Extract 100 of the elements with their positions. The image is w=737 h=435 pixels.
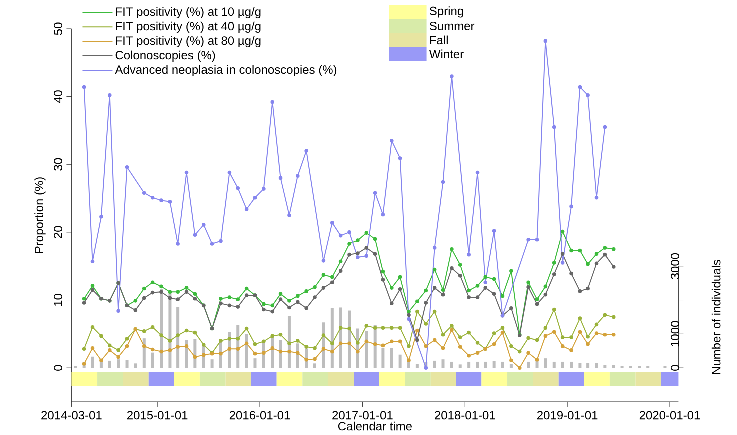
legend-label: Colonoscopies (%) — [116, 50, 216, 62]
point — [270, 100, 275, 104]
point — [184, 170, 189, 175]
bar — [476, 362, 480, 368]
bar — [91, 356, 94, 368]
bar — [544, 358, 548, 368]
point — [467, 252, 471, 257]
point — [570, 204, 574, 209]
x-tick-label: 2018-01-01 — [435, 411, 496, 420]
x-tick-label: 2019-01-01 — [537, 411, 598, 420]
point — [125, 165, 130, 170]
point — [578, 85, 582, 90]
point — [150, 196, 155, 200]
point — [450, 74, 454, 78]
point — [552, 125, 556, 130]
bar — [552, 362, 556, 368]
bar — [314, 364, 317, 368]
bar — [433, 360, 436, 368]
point — [356, 256, 360, 260]
point — [424, 366, 428, 370]
point — [90, 260, 95, 264]
bar — [604, 365, 607, 368]
annotation: Fall — [430, 36, 448, 45]
y2-axis-title: Number of individuals — [712, 260, 721, 374]
bar — [561, 362, 564, 368]
annotation: Summer — [430, 22, 475, 30]
y-tick-label: 10 — [54, 294, 62, 306]
point — [338, 234, 343, 238]
point — [210, 242, 214, 246]
x-axis-title: Calendar time — [338, 422, 412, 431]
point — [492, 229, 496, 233]
y-tick-label: 40 — [54, 90, 62, 104]
x-tick-label: 2020-01-01 — [640, 411, 700, 420]
bar — [612, 365, 616, 368]
point — [160, 198, 164, 202]
bar — [570, 362, 573, 368]
point — [560, 261, 565, 265]
point — [100, 214, 104, 219]
point — [253, 196, 258, 200]
bar — [134, 364, 138, 368]
bar — [450, 362, 454, 368]
legend-label: FIT positivity (%) at 40 µg/g — [116, 22, 261, 34]
point — [432, 246, 437, 250]
y-tick-label: 50 — [54, 22, 62, 36]
point — [484, 280, 488, 285]
point — [278, 176, 283, 180]
point — [398, 156, 402, 160]
bar — [527, 362, 530, 368]
point — [322, 259, 326, 263]
bar — [501, 362, 504, 368]
text: Spring — [430, 6, 464, 18]
bar — [510, 364, 513, 368]
bar — [458, 364, 462, 368]
point — [476, 170, 480, 175]
x-tick-label: 2017-01-01 — [332, 411, 393, 420]
point — [544, 39, 548, 44]
bar — [586, 362, 590, 368]
annotation: Winter — [429, 50, 464, 59]
x-tick-label: 2015-01-01 — [127, 411, 188, 420]
x-tick-label: 2016-01-01 — [230, 411, 290, 420]
bar — [442, 360, 445, 368]
point — [390, 138, 394, 143]
point — [142, 191, 146, 196]
point — [219, 239, 223, 244]
point — [304, 149, 308, 153]
legend-label: FIT positivity (%) at 10 µg/g — [116, 7, 261, 19]
point — [330, 221, 334, 225]
point — [535, 238, 540, 242]
point — [168, 200, 172, 204]
point — [586, 94, 590, 98]
bar — [390, 348, 394, 368]
point — [202, 223, 206, 227]
bar — [398, 354, 402, 368]
point — [348, 230, 352, 234]
point — [364, 254, 369, 258]
y-tick-label: 0 — [54, 365, 62, 371]
point — [176, 242, 180, 246]
legend-label: Advanced neoplasia in colonoscopies (%) — [115, 65, 337, 76]
point — [288, 214, 292, 218]
legend-label: FIT positivity (%) at 80 µg/g — [116, 36, 261, 48]
point — [262, 187, 266, 191]
point — [82, 85, 86, 90]
bar — [254, 358, 257, 368]
point — [373, 191, 378, 196]
point — [193, 233, 198, 238]
bar — [484, 362, 488, 368]
bar — [578, 362, 582, 368]
bar — [468, 362, 471, 368]
bar — [210, 360, 214, 368]
point — [603, 125, 608, 130]
point — [381, 212, 386, 217]
bar — [595, 362, 598, 368]
point — [228, 170, 232, 175]
y2-tick-label: 0 — [671, 365, 680, 371]
point — [116, 309, 120, 314]
y2-tick-label: 3000 — [671, 253, 680, 280]
y-tick-label: 30 — [54, 158, 62, 171]
point — [441, 180, 446, 184]
point — [108, 94, 112, 98]
bar — [492, 361, 496, 368]
